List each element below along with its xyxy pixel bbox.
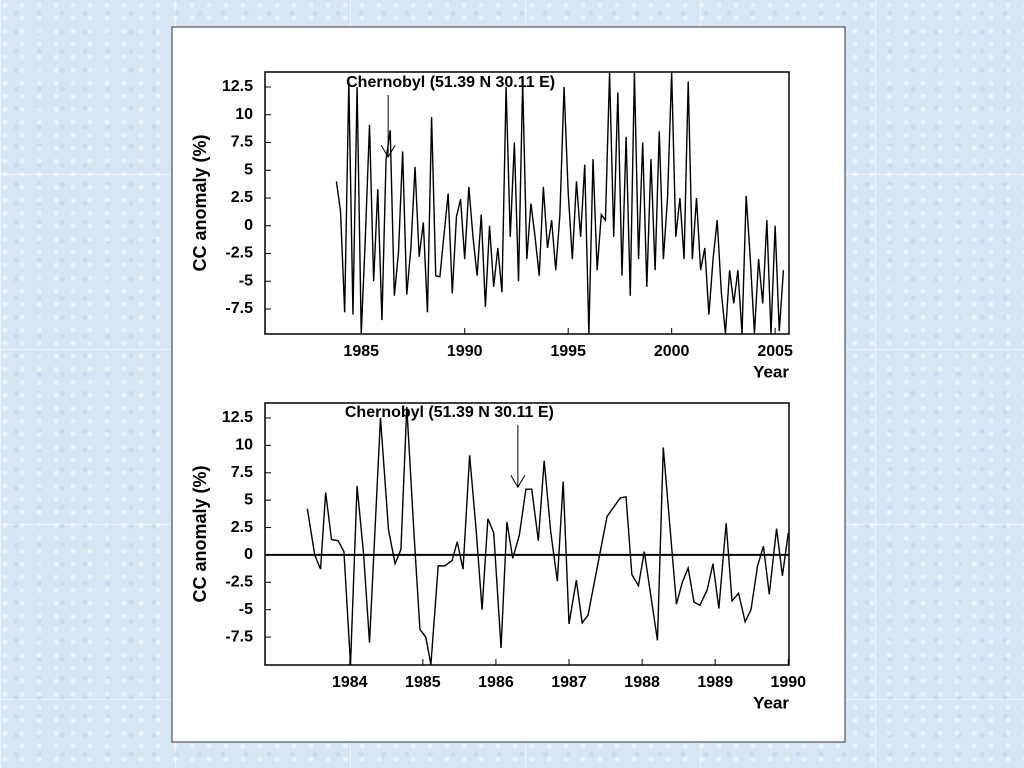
y-tick-label: 7.5 [231, 134, 253, 151]
y-axis-label: CC anomaly (%) [190, 134, 210, 271]
x-tick-label: 1995 [550, 343, 586, 360]
y-tick-label: 7.5 [231, 464, 253, 481]
data-line [306, 407, 789, 665]
x-tick-label: 2005 [757, 343, 793, 360]
plot-frame [264, 402, 790, 666]
x-tick-label: 1985 [343, 343, 379, 360]
y-tick-label: -5 [239, 601, 253, 618]
x-tick-label: 1985 [405, 674, 441, 691]
y-tick-label: 10 [235, 106, 253, 123]
y-tick-label: 0 [244, 217, 253, 234]
x-tick-label: 1987 [551, 674, 587, 691]
x-tick-label: 1988 [624, 674, 660, 691]
x-tick-label: 1990 [770, 674, 806, 691]
x-tick-label: 2000 [654, 343, 690, 360]
plot-frame [264, 71, 790, 335]
y-tick-label: 5 [244, 161, 253, 178]
arrow-head [510, 474, 526, 489]
annotation: Chernobyl (51.39 N 30.11 E) [345, 404, 554, 421]
y-tick-label: 12.5 [222, 78, 253, 95]
y-tick-label: 0 [244, 546, 253, 563]
y-tick-label: 2.5 [231, 519, 253, 536]
y-tick-label: -7.5 [225, 300, 253, 317]
annotation: Chernobyl (51.39 N 30.11 E) [346, 74, 555, 91]
x-tick-label: 1990 [447, 343, 483, 360]
y-tick-label: 10 [235, 437, 253, 454]
y-tick-label: -2.5 [225, 574, 253, 591]
x-tick-label: 1984 [332, 674, 368, 691]
y-tick-label: -7.5 [225, 628, 253, 645]
panel [171, 26, 846, 743]
y-tick-label: 12.5 [222, 409, 253, 426]
y-tick-label: -5 [239, 272, 253, 289]
data-line [335, 72, 785, 334]
y-tick-label: -2.5 [225, 245, 253, 262]
arrow-head [380, 144, 396, 159]
y-tick-label: 2.5 [231, 189, 253, 206]
y-axis-label: CC anomaly (%) [190, 465, 210, 602]
x-tick-label: 1986 [478, 674, 514, 691]
y-tick-label: 5 [244, 491, 253, 508]
x-axis-label: Year [753, 693, 789, 712]
x-tick-label: 1989 [697, 674, 733, 691]
x-axis-label: Year [753, 362, 789, 381]
